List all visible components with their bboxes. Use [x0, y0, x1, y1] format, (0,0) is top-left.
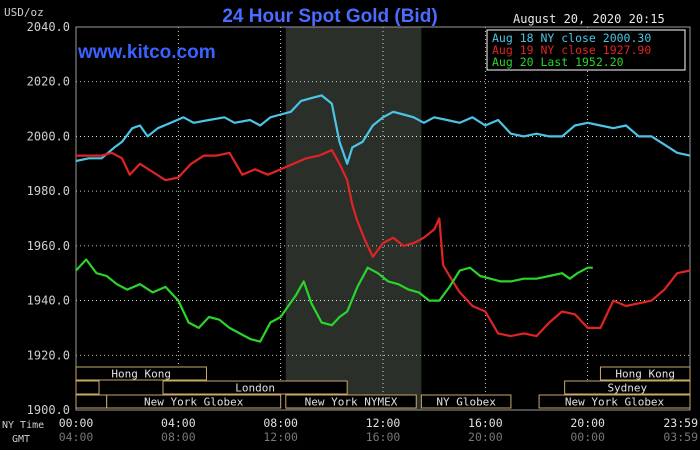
- gmt-tick-label: 00:00: [570, 430, 605, 444]
- session-label: NY Globex: [436, 396, 496, 409]
- ny-time-label: NY Time: [2, 420, 44, 431]
- series-line-1: [76, 149, 691, 338]
- session-label: New York NYMEX: [305, 396, 398, 409]
- series-lines: [75, 94, 691, 343]
- y-tick-label: 2000.0: [27, 129, 70, 143]
- session-label: Sydney: [607, 382, 647, 395]
- session-bar: [420, 394, 512, 409]
- y-axis-label: USD/oz: [4, 6, 44, 19]
- chart-title: 24 Hour Spot Gold (Bid): [222, 6, 437, 27]
- ny-tick-label: 20:00: [570, 416, 605, 430]
- legend-item-aug20: Aug 20 Last 1952.20: [492, 55, 624, 69]
- session-label: London: [235, 382, 275, 395]
- gmt-label: GMT: [12, 434, 30, 445]
- gmt-tick-label: 12:00: [263, 430, 298, 444]
- session-bar: [564, 380, 691, 395]
- ny-tick-label: 23:59: [663, 416, 698, 430]
- ny-session-shade: [285, 27, 422, 410]
- session-bar: [599, 366, 691, 381]
- y-tick-label: 2020.0: [27, 75, 70, 89]
- ny-tick-label: 08:00: [263, 416, 298, 430]
- legend-box: [486, 29, 686, 71]
- session-bar: [162, 380, 348, 395]
- y-tick-label: 1980.0: [27, 184, 70, 198]
- session-label: Hong Kong: [615, 368, 675, 381]
- timestamp: August 20, 2020 20:15: [513, 12, 665, 26]
- session-bar: [106, 394, 282, 409]
- ny-tick-label: 04:00: [161, 416, 196, 430]
- gmt-tick-label: 20:00: [468, 430, 503, 444]
- ny-tick-label: 12:00: [366, 416, 401, 430]
- y-tick-label: 1960.0: [27, 239, 70, 253]
- session-bar: [75, 366, 207, 381]
- gmt-tick-label: 08:00: [161, 430, 196, 444]
- plot-frame: [75, 26, 691, 411]
- session-label: New York Globex: [144, 396, 244, 409]
- session-bar: [538, 394, 691, 409]
- gmt-tick-label: 16:00: [366, 430, 401, 444]
- y-tick-label: 1940.0: [27, 294, 70, 308]
- ny-tick-label: 00:00: [59, 416, 94, 430]
- legend-item-aug19: Aug 19 NY close 1927.90: [492, 43, 651, 57]
- session-label: New York Globex: [565, 396, 665, 409]
- y-axis: 2040.0 2020.0 2000.0 1980.0 1960.0 1940.0 1920…: [27, 20, 70, 417]
- gmt-tick-label: 03:59: [663, 430, 698, 444]
- y-tick-label: 2040.0: [27, 20, 70, 34]
- ny-tick-label: 16:00: [468, 416, 503, 430]
- y-tick-label: 1920.0: [27, 348, 70, 362]
- y-tick-label: 1900.0: [27, 403, 70, 417]
- legend: Aug 18 NY close 2000.30 Aug 19 NY close …: [486, 29, 686, 71]
- watermark: www.kitco.com: [77, 42, 216, 63]
- session-bar: [75, 394, 108, 409]
- gmt-tick-label: 04:00: [59, 430, 94, 444]
- series-line-0: [75, 94, 691, 165]
- session-bar: [285, 394, 417, 409]
- session-bar: [75, 380, 100, 395]
- session-label: Hong Kong: [111, 368, 171, 381]
- legend-item-aug18: Aug 18 NY close 2000.30: [492, 31, 651, 45]
- series-line-2: [75, 258, 593, 343]
- grid: [75, 26, 691, 411]
